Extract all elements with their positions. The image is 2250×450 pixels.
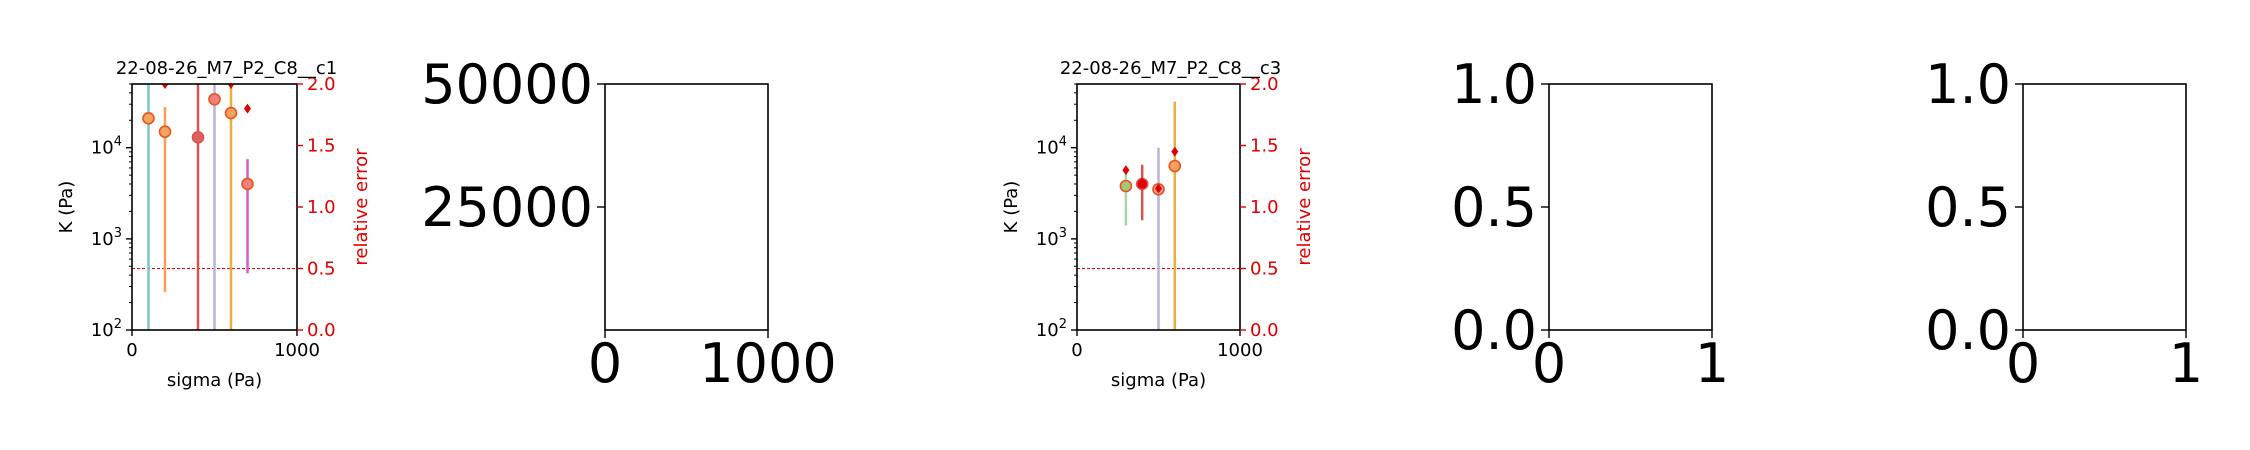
y-tick-label: 102: [91, 317, 122, 341]
chart-title: 22-08-26_M7_P2_C8__c3: [1060, 58, 1281, 79]
data-point: [208, 92, 221, 106]
y-tick-label: 103: [91, 226, 122, 250]
y2-tick-label: 0.5: [307, 259, 336, 280]
x-tick-label: 1: [2169, 332, 2203, 395]
y-tick-label: 0.5: [1925, 176, 2011, 239]
y-tick-exponent: 4: [114, 135, 122, 150]
y2-tick-label: 0.0: [1250, 320, 1279, 341]
x-tick-label: 0: [588, 332, 622, 395]
y2-tick-label: 2.0: [307, 74, 336, 95]
chart-panel-5: 0 1 0.0 0.5 1.0: [1925, 53, 2203, 395]
y-tick-label: 104: [91, 135, 122, 159]
chart-panel-2: 0 1000 25000 50000: [421, 53, 837, 395]
relative-error-marker: [1155, 183, 1162, 194]
data-point: [1119, 179, 1133, 193]
y2-tick-label: 0.5: [1250, 259, 1279, 280]
relative-error-marker: [244, 103, 251, 114]
y2-axis-label: relative error: [1294, 148, 1315, 266]
relative-error-marker: [161, 84, 169, 89]
chart-panel-1: 0 1000 102 103 104 0.0 0.5 1.0 1.5 2.022-08-26_M7…: [56, 58, 372, 391]
plot-area: [132, 84, 297, 330]
chart-title: 22-08-26_M7_P2_C8__c1: [116, 58, 337, 79]
y-tick-label: 102: [1036, 317, 1067, 341]
y2-tick-label: 1.5: [307, 136, 336, 157]
y2-tick-label: 1.5: [1250, 136, 1279, 157]
x-axis-label: sigma (Pa): [167, 370, 262, 391]
y-tick-exponent: 2: [114, 317, 122, 332]
y-tick-exponent: 3: [1059, 226, 1067, 241]
y2-tick-label: 2.0: [1250, 74, 1279, 95]
axes-frame: [2022, 83, 2187, 331]
y-tick-exponent: 3: [114, 226, 122, 241]
axes-frame: [604, 83, 769, 331]
data-point: [191, 131, 205, 144]
x-tick-label: 1: [1695, 332, 1729, 395]
y-tick-exponent: 4: [1059, 135, 1067, 150]
relative-error-marker: [227, 84, 235, 89]
data-point: [241, 177, 254, 191]
relative-error-marker: [1122, 165, 1130, 176]
y2-tick-label: 1.0: [1250, 197, 1279, 218]
x-tick-label: 0: [1071, 340, 1082, 361]
y-tick-label: 1.0: [1925, 53, 2011, 116]
y-tick-label: 50000: [421, 53, 593, 116]
x-tick-label: 1000: [274, 340, 320, 361]
plot-area: [1077, 101, 1240, 330]
y2-tick-label: 1.0: [307, 197, 336, 218]
relative-error-marker: [1171, 146, 1179, 157]
y-axis-label: K (Pa): [56, 181, 77, 234]
axes-frame: [1548, 83, 1713, 331]
y2-tick-label: 0.0: [307, 320, 336, 341]
y-tick-label: 103: [1036, 226, 1067, 250]
y-tick-label: 25000: [421, 176, 593, 239]
y2-axis-label: relative error: [351, 148, 372, 266]
y-tick-label: 0.0: [1451, 299, 1537, 362]
chart-panel-4: 0 1 0.0 0.5 1.0: [1451, 53, 1729, 395]
y-tick-label: 0.5: [1451, 176, 1537, 239]
chart-panel-3: 0 1000 102 103 104 0.0 0.5 1.0 1.5 2.022-08-26_M7…: [1001, 58, 1315, 391]
data-point: [1168, 159, 1182, 173]
data-point: [158, 125, 172, 138]
x-tick-label: 0: [2006, 332, 2040, 395]
data-point: [224, 106, 238, 120]
x-tick-label: 0: [1532, 332, 1566, 395]
data-point: [142, 112, 155, 125]
y-tick-label: 1.0: [1451, 53, 1537, 116]
x-tick-label: 1000: [699, 332, 836, 395]
relative-error-marker: [1138, 177, 1146, 188]
y-tick-label: 104: [1036, 135, 1067, 159]
y-axis-label: K (Pa): [1001, 181, 1022, 234]
y-tick-label: 0.0: [1925, 299, 2011, 362]
y-tick-exponent: 2: [1059, 317, 1067, 332]
x-axis-label: sigma (Pa): [1111, 370, 1206, 391]
x-tick-label: 0: [126, 340, 137, 361]
x-tick-label: 1000: [1217, 340, 1263, 361]
